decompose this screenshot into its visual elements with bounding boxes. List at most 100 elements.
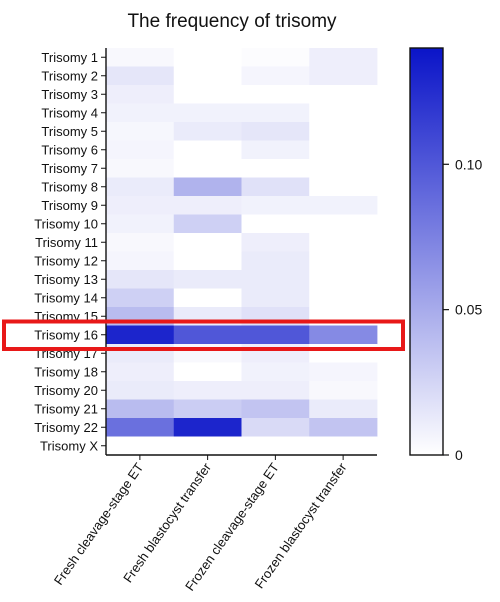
heatmap-cell (106, 362, 175, 382)
colorbar-tick-label: 0.10 (455, 156, 482, 172)
heatmap-cell (106, 288, 175, 308)
heatmap-cell (241, 196, 310, 215)
heatmap-cell (241, 66, 310, 86)
heatmap-cell (173, 436, 242, 456)
heatmap-cell (241, 381, 310, 400)
heatmap-cell (173, 344, 242, 363)
row-label: Trisomy 10 (34, 216, 98, 231)
heatmap-cell (309, 214, 378, 234)
row-label: Trisomy 7 (41, 161, 98, 176)
row-label: Trisomy 6 (41, 142, 98, 157)
heatmap-cell (241, 270, 310, 289)
heatmap-cell (241, 140, 310, 160)
colorbar-tick-label: 0.05 (455, 302, 482, 318)
row-label: Trisomy 9 (41, 198, 98, 213)
colorbar-gradient (409, 47, 444, 456)
heatmap-cell (173, 251, 242, 271)
heatmap-cell (309, 159, 378, 178)
row-label: Trisomy X (40, 438, 98, 453)
heatmap-cell (106, 196, 175, 215)
heatmap-cell (106, 140, 175, 160)
row-label: Trisomy 8 (41, 179, 98, 194)
heatmap-cell (173, 214, 242, 234)
axes (101, 48, 377, 460)
colorbar: 0 0.05 0.10 (409, 47, 482, 463)
heatmap-cell (173, 362, 242, 382)
heatmap-cell (106, 436, 175, 456)
heatmap-cell (309, 233, 378, 252)
heatmap-cell (309, 103, 378, 123)
heatmap-cell (106, 325, 175, 345)
heatmap-cell (106, 214, 175, 234)
heatmap-cell (309, 270, 378, 289)
heatmap-cell (241, 251, 310, 271)
heatmap-cell (106, 418, 175, 437)
heatmap-cell (106, 122, 175, 141)
heatmap-cell (309, 325, 378, 345)
heatmap-cell (309, 381, 378, 400)
heatmap-cell (309, 196, 378, 215)
heatmap-cell (309, 418, 378, 437)
row-label: Trisomy 20 (34, 383, 98, 398)
heatmap-cell (309, 48, 378, 67)
heatmap-cell (173, 48, 242, 67)
heatmap-cell (173, 288, 242, 308)
row-label: Trisomy 13 (34, 272, 98, 287)
heatmap-cell (173, 399, 242, 419)
heatmap-cell (173, 270, 242, 289)
heatmap-cell (241, 325, 310, 345)
heatmap-cell (173, 325, 242, 345)
heatmap-cell (309, 177, 378, 197)
heatmap-cell (106, 103, 175, 123)
row-label: Trisomy 21 (34, 401, 98, 416)
heatmap-cell (106, 251, 175, 271)
heatmap-cell (106, 344, 175, 363)
row-label: Trisomy 4 (41, 105, 98, 120)
heatmap-cell (173, 122, 242, 141)
heatmap-cell (309, 288, 378, 308)
heatmap-cell (309, 66, 378, 86)
heatmap-cell (309, 122, 378, 141)
heatmap-cell (106, 48, 175, 67)
highlight-box (2, 319, 405, 351)
heatmap-cell (309, 362, 378, 382)
heatmap-cell (241, 344, 310, 363)
heatmap-cell (173, 66, 242, 86)
row-label: Trisomy 16 (34, 327, 98, 342)
heatmap-cell (241, 85, 310, 104)
heatmap-cell (241, 214, 310, 234)
highlight-rectangle (2, 319, 405, 351)
row-label: Trisomy 22 (34, 420, 98, 435)
heatmap-cell (106, 159, 175, 178)
heatmap-cell (241, 288, 310, 308)
heatmap-cell (241, 399, 310, 419)
row-label: Trisomy 3 (41, 87, 98, 102)
heatmap-cell (106, 66, 175, 86)
heatmap-cell (309, 344, 378, 363)
heatmap-cell (106, 270, 175, 289)
heatmap-cell (106, 177, 175, 197)
heatmap-cell (173, 177, 242, 197)
heatmap-cell (173, 85, 242, 104)
row-label: Trisomy 5 (41, 124, 98, 139)
heatmap-cell (241, 362, 310, 382)
heatmap-cell (241, 177, 310, 197)
heatmap-cell (106, 381, 175, 400)
heatmap-cell (173, 418, 242, 437)
row-label: Trisomy 14 (34, 290, 98, 305)
heatmap-cell (173, 103, 242, 123)
heatmap-cell (241, 418, 310, 437)
heatmap-cell (241, 436, 310, 456)
row-label: Trisomy 1 (41, 50, 98, 65)
heatmap-cell (173, 196, 242, 215)
heatmap-cells (106, 48, 378, 456)
row-label: Trisomy 18 (34, 364, 98, 379)
heatmap-cell (309, 251, 378, 271)
heatmap-cell (309, 140, 378, 160)
colorbar-tick-label: 0 (455, 447, 463, 463)
heatmap-cell (241, 122, 310, 141)
heatmap-cell (173, 233, 242, 252)
heatmap-cell (309, 85, 378, 104)
